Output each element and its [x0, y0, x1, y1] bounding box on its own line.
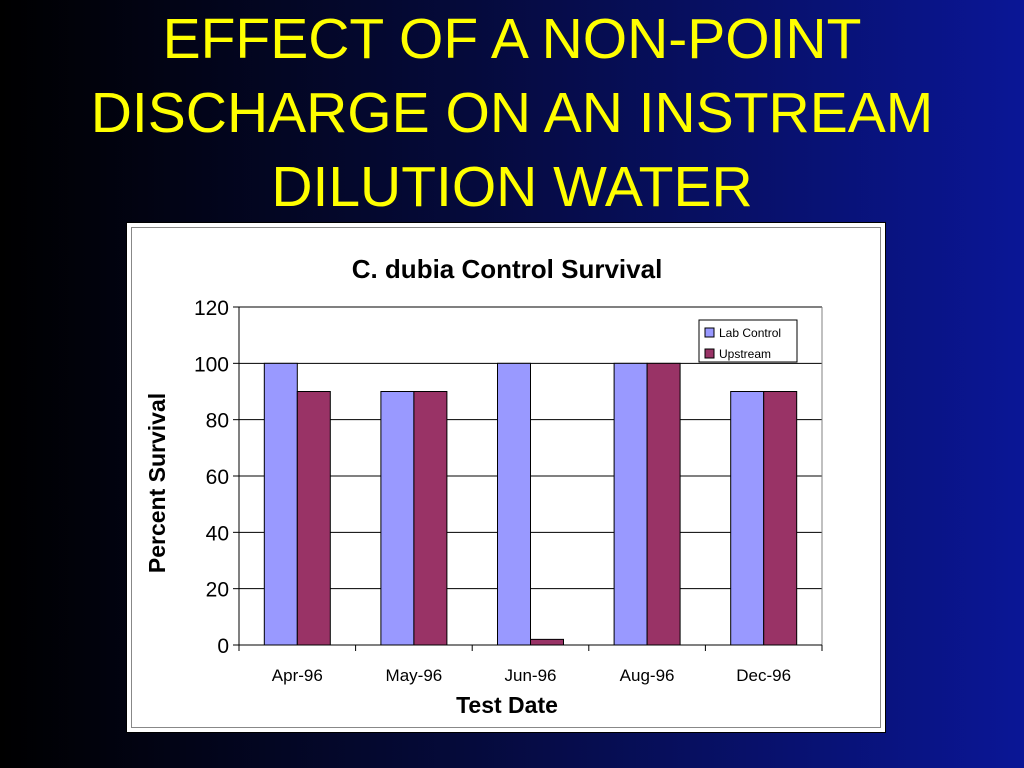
chart-title: C. dubia Control Survival — [352, 254, 663, 284]
bars — [263, 362, 798, 646]
axes: 0 20 40 60 80 100 120 Apr-96 May-96 Jun-96 Aug-96 D… — [194, 297, 823, 685]
y-tick-label: 60 — [206, 466, 229, 489]
bar-upstream-may-96 — [413, 391, 448, 646]
legend-label-upstream: Upstream — [719, 347, 771, 361]
y-tick-label: 40 — [206, 522, 229, 545]
gridlines — [239, 306, 823, 645]
bar-lab-control-jun-96 — [497, 362, 531, 646]
y-tick-label: 80 — [206, 410, 229, 433]
bar-upstream-apr-96 — [296, 391, 331, 646]
chart-frame: C. dubia Control Survival Percent Surviv… — [126, 222, 886, 733]
x-tick-label: Aug-96 — [620, 666, 675, 685]
x-axis-label: Test Date — [456, 692, 558, 718]
bar-lab-control-may-96 — [380, 391, 415, 646]
legend: Lab Control Upstream — [698, 319, 798, 363]
y-tick-label: 20 — [206, 579, 229, 602]
y-tick-label: 120 — [194, 297, 229, 320]
bar-upstream-aug-96 — [646, 362, 681, 646]
bar-upstream-jun-96 — [530, 638, 564, 646]
x-tick-label: May-96 — [386, 666, 443, 685]
x-tick-label: Jun-96 — [505, 666, 557, 685]
bar-lab-control-apr-96 — [263, 362, 298, 646]
chart-inner-border — [131, 227, 881, 728]
bar-upstream-dec-96 — [763, 391, 798, 646]
y-axis-label: Percent Survival — [144, 393, 170, 573]
legend-swatch-upstream — [704, 348, 715, 359]
bar-chart: C. dubia Control Survival Percent Surviv… — [144, 254, 823, 718]
slide-title-line-2: DISCHARGE ON AN INSTREAM — [90, 81, 934, 145]
x-tick-label: Apr-96 — [272, 666, 323, 685]
slide-title-line-1: EFFECT OF A NON-POINT — [162, 7, 862, 71]
legend-label-lab-control: Lab Control — [719, 326, 781, 340]
slide-title-line-3: DILUTION WATER — [271, 155, 753, 219]
legend-swatch-lab-control — [704, 327, 715, 338]
bar-lab-control-aug-96 — [613, 362, 648, 646]
bar-lab-control-dec-96 — [730, 391, 765, 646]
legend-box — [698, 319, 798, 363]
y-tick-label: 100 — [194, 353, 229, 376]
x-tick-label: Dec-96 — [736, 666, 791, 685]
y-tick-label: 0 — [217, 635, 229, 658]
slide-title: EFFECT OF A NON-POINT DISCHARGE ON AN IN… — [0, 2, 1024, 224]
